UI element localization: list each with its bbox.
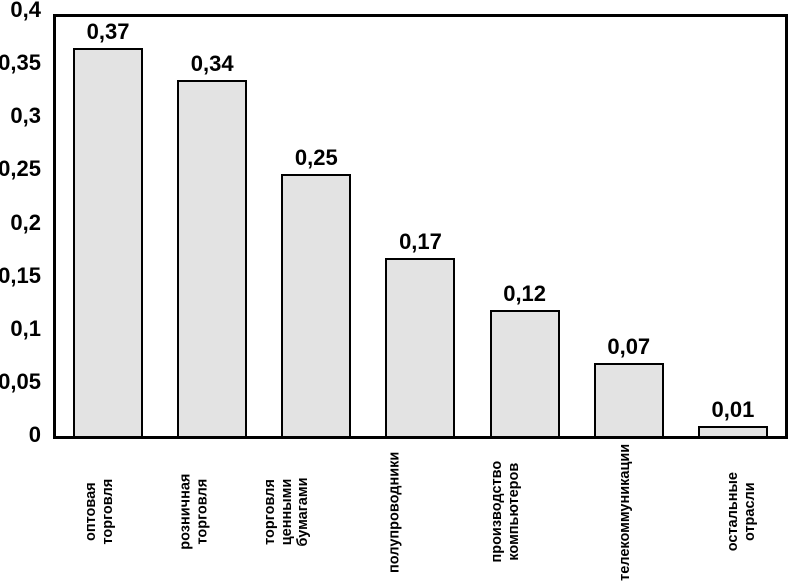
y-axis-tick-label: 0,4 [10, 0, 41, 22]
bar-value-label: 0,25 [294, 145, 338, 171]
y-axis-tick-label: 0,25 [0, 156, 41, 182]
bar [281, 174, 352, 436]
x-axis-label-cell: остальные отрасли [694, 444, 788, 580]
y-axis-tick-label: 0,1 [10, 315, 41, 341]
y-axis-tick-label: 0,35 [0, 50, 41, 76]
x-axis-label-cell: оптовая торговля [53, 444, 147, 580]
x-axis-label-cell: розничная торговля [147, 444, 241, 580]
bar-group: 0,37 [56, 17, 160, 436]
bar-value-label: 0,12 [503, 281, 547, 307]
x-axis-label-cell: телекоммуникации [557, 443, 694, 581]
y-axis-tick-label: 0,2 [10, 209, 41, 235]
bar-group: 0,12 [473, 17, 577, 436]
bar-group: 0,01 [681, 17, 785, 436]
x-axis-label: производство компьютеров [489, 461, 523, 563]
bar-value-label: 0,34 [190, 50, 234, 76]
bar [177, 79, 248, 436]
bars-container: 0,37 0,34 0,25 0,17 0,12 0,07 0,01 [56, 17, 785, 436]
bar-value-label: 0,07 [607, 333, 651, 359]
x-axis-label: остальные отрасли [724, 472, 758, 552]
x-axis-label: торговля ценными бумагами [262, 477, 312, 547]
plot-area: 0,37 0,34 0,25 0,17 0,12 0,07 0,01 [53, 14, 788, 439]
bar [697, 425, 768, 436]
bar-value-label: 0,17 [399, 228, 442, 254]
bar-group: 0,17 [368, 17, 472, 436]
bar-group: 0,34 [160, 17, 264, 436]
x-axis-label: розничная торговля [176, 473, 210, 551]
y-axis: 0 0,05 0,1 0,15 0,2 0,25 0,3 0,35 0,4 [0, 0, 47, 446]
bar [73, 48, 144, 436]
x-axis-label: оптовая торговля [83, 479, 116, 545]
y-axis-tick-label: 0,05 [0, 368, 41, 394]
bar [593, 362, 664, 436]
bar-group: 0,07 [577, 17, 681, 436]
x-axis-label: полупроводники [386, 451, 403, 573]
x-axis: оптовая торговля розничная торговля торгов… [53, 443, 788, 581]
x-axis-label-cell: полупроводники [334, 444, 455, 580]
y-axis-tick-label: 0,3 [10, 103, 41, 129]
bar [489, 310, 560, 436]
bar-value-label: 0,01 [711, 396, 755, 422]
y-axis-tick-label: 0,15 [0, 262, 41, 288]
x-axis-label: телекоммуникации [617, 443, 634, 581]
bar-value-label: 0,37 [86, 19, 130, 45]
y-axis-tick-label: 0 [28, 422, 41, 447]
x-axis-label-cell: торговля ценными бумагами [240, 444, 334, 580]
x-axis-label-cell: производство компьютеров [455, 444, 557, 580]
bar-group: 0,25 [264, 17, 368, 436]
bar [385, 257, 456, 436]
